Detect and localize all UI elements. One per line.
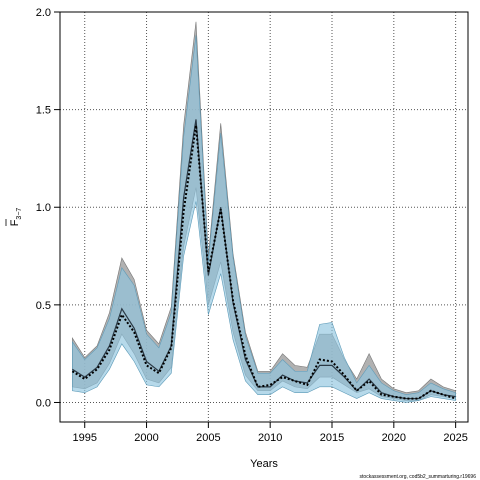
y-axis-title: F3−7 [5, 208, 23, 227]
y-axis-title-main: F [9, 219, 21, 226]
y-tick-label: 1.5 [36, 105, 51, 117]
y-tick-label: 0.0 [36, 397, 51, 409]
svg-text:F3−7: F3−7 [9, 208, 23, 227]
x-axis-title: Years [250, 458, 278, 470]
grid [60, 11, 468, 422]
source-footer: stockassessment.org, cod5b2_summarturing… [360, 474, 477, 480]
x-tick-label: 2000 [134, 432, 158, 444]
x-tick-label: 2020 [382, 432, 406, 444]
blue-confidence-band [72, 35, 456, 403]
x-axis: 1995 2000 2005 2010 2015 2020 2025 [72, 422, 468, 444]
plot-frame [59, 11, 469, 423]
estimate-lines [71, 119, 456, 400]
x-tick-label: 2005 [196, 432, 220, 444]
dotted-estimate-line [71, 125, 456, 400]
y-tick-label: 2.0 [36, 7, 51, 19]
x-tick-label: 2025 [443, 432, 467, 444]
confidence-bands [72, 21, 456, 403]
x-tick-label: 1995 [72, 432, 96, 444]
y-axis-title-sub: 3−7 [16, 208, 23, 220]
y-tick-label: 0.5 [36, 300, 51, 312]
y-tick-label: 1.0 [36, 202, 51, 214]
x-tick-label: 2010 [258, 432, 282, 444]
x-tick-label: 2015 [320, 432, 344, 444]
solid-estimate-line [72, 119, 456, 400]
y-axis: 0.0 0.5 1.0 1.5 2.0 [36, 7, 60, 409]
